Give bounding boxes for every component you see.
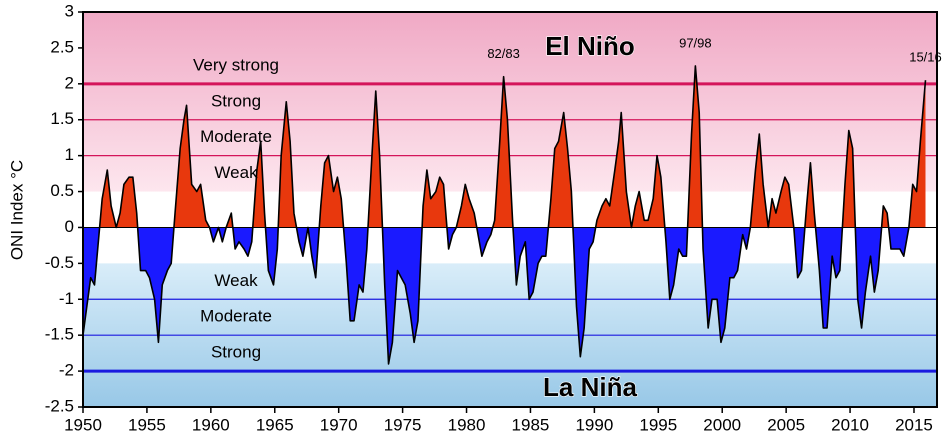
- annotation: 82/83: [487, 46, 520, 61]
- y-tick-label: 2: [65, 73, 74, 92]
- band-title: La Niña: [543, 372, 637, 402]
- bands: [83, 12, 937, 407]
- x-tick-label: 1995: [639, 415, 677, 434]
- y-tick-label: -2: [59, 361, 74, 380]
- y-tick-label: 2.5: [50, 37, 74, 56]
- y-tick-label: -1.5: [45, 325, 74, 344]
- y-tick-label: 1.5: [50, 109, 74, 128]
- level-label: Moderate: [200, 127, 272, 146]
- level-label: Very strong: [193, 55, 279, 74]
- y-tick-label: 3: [65, 1, 74, 20]
- x-tick-label: 2005: [767, 415, 805, 434]
- marks: [82, 65, 927, 365]
- band-title: El Niño: [545, 31, 635, 61]
- annotation: 97/98: [679, 35, 712, 50]
- overlay: Weak Moderate Strong Very strong El Niño Weak…: [45, 1, 942, 434]
- x-tick-label: 1960: [192, 415, 230, 434]
- x-tick-label: 1985: [512, 415, 550, 434]
- x-tick-label: 1970: [320, 415, 358, 434]
- x-tick-label: 1955: [128, 415, 166, 434]
- plot-frame: [82, 11, 938, 408]
- area-positive: [99, 65, 926, 228]
- x-tick-label: 2015: [895, 415, 933, 434]
- y-tick-label: -0.5: [45, 253, 74, 272]
- x-tick-label: 1980: [448, 415, 486, 434]
- level-label: Strong: [211, 343, 261, 362]
- annotation: 15/16: [909, 50, 942, 65]
- y-tick-label: -2.5: [45, 396, 74, 415]
- x-tick-label: 1990: [575, 415, 613, 434]
- level-label: Weak: [214, 163, 258, 182]
- x-tick-label: 1950: [64, 415, 102, 434]
- y-tick-label: 0.5: [50, 181, 74, 200]
- y-axis-label: ONI Index °C: [7, 160, 26, 260]
- level-label: Weak: [214, 271, 258, 290]
- level-label: Moderate: [200, 307, 272, 326]
- x-tick-label: 2010: [831, 415, 869, 434]
- x-tick-label: 1975: [384, 415, 422, 434]
- area-negative: [83, 227, 926, 364]
- y-tick-label: 1: [65, 145, 74, 164]
- y-tick-label: 0: [65, 217, 74, 236]
- line: [82, 65, 927, 365]
- level-label: Strong: [211, 91, 261, 110]
- x-tick-label: 2000: [703, 415, 741, 434]
- x-tick-label: 1965: [256, 415, 294, 434]
- y-tick-label: -1: [59, 289, 74, 308]
